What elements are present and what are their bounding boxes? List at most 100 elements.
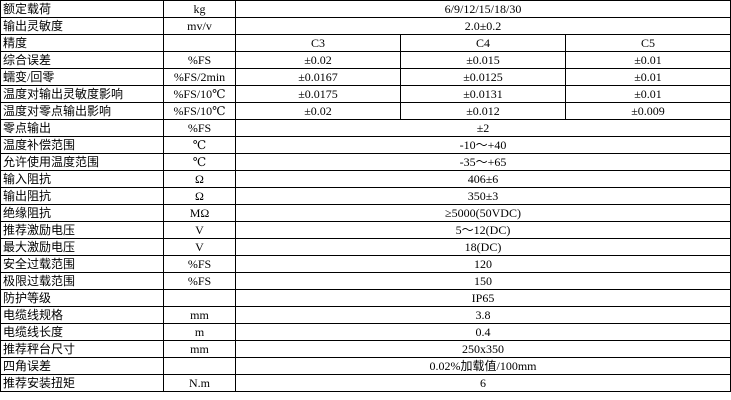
row-value: 0.02%加载值/100mm [235,357,731,375]
row-unit: %FS [163,272,236,290]
row-value: 18(DC) [235,238,731,256]
row-label: 防护等级 [0,289,164,307]
row-unit [163,357,236,375]
table-row: 允许使用温度范围 ℃ -35～+65 [0,153,731,171]
row-unit: %FS/10℃ [163,85,236,103]
row-value: 5～12(DC) [235,221,731,239]
row-label: 综合误差 [0,51,164,69]
row-unit [163,289,236,307]
table-row: 输出阻抗 Ω 350±3 [0,187,731,205]
table-row: 极限过载范围 %FS 150 [0,272,731,290]
table-row: 电缆线长度 m 0.4 [0,323,731,341]
row-value: 150 [235,272,731,290]
row-label: 输出阻抗 [0,187,164,205]
row-value: 6/9/12/15/18/30 [235,0,731,18]
row-label: 电缆线规格 [0,306,164,324]
row-unit: ℃ [163,153,236,171]
row-value-2: ±0.0131 [400,85,566,103]
row-unit [163,34,236,52]
row-value-1: ±0.02 [235,102,401,120]
row-unit: ℃ [163,136,236,154]
row-label: 电缆线长度 [0,323,164,341]
row-unit: kg [163,0,236,18]
row-unit: V [163,238,236,256]
row-label: 绝缘阻抗 [0,204,164,222]
table-row: 蠕变/回零 %FS/2min ±0.0167 ±0.0125 ±0.01 [0,68,731,86]
row-label: 输入阻抗 [0,170,164,188]
row-value-3: ±0.01 [565,85,731,103]
row-unit: mm [163,340,236,358]
row-value-2: ±0.0125 [400,68,566,86]
row-label: 额定载荷 [0,0,164,18]
row-label: 安全过载范围 [0,255,164,273]
table-row: 温度对输出灵敏度影响 %FS/10℃ ±0.0175 ±0.0131 ±0.01 [0,85,731,103]
table-row: 温度对零点输出影响 %FS/10℃ ±0.02 ±0.012 ±0.009 [0,102,731,120]
table-row: 额定载荷 kg 6/9/12/15/18/30 [0,0,731,18]
row-unit: m [163,323,236,341]
row-label: 推荐激励电压 [0,221,164,239]
row-label: 推荐秤台尺寸 [0,340,164,358]
row-label: 温度对输出灵敏度影响 [0,85,164,103]
table-row: 最大激励电压 V 18(DC) [0,238,731,256]
row-value-3: ±0.009 [565,102,731,120]
row-unit: N.m [163,374,236,392]
row-unit: V [163,221,236,239]
row-unit: MΩ [163,204,236,222]
row-value: ±2 [235,119,731,137]
table-row: 精度 C3 C4 C5 [0,34,731,52]
row-value-2: ±0.015 [400,51,566,69]
row-value-1: ±0.0175 [235,85,401,103]
table-row: 安全过载范围 %FS 120 [0,255,731,273]
table-row: 推荐激励电压 V 5～12(DC) [0,221,731,239]
table-row: 推荐秤台尺寸 mm 250x350 [0,340,731,358]
table-row: 零点输出 %FS ±2 [0,119,731,137]
table-row: 绝缘阻抗 MΩ ≥5000(50VDC) [0,204,731,222]
table-row: 综合误差 %FS ±0.02 ±0.015 ±0.01 [0,51,731,69]
row-value: ≥5000(50VDC) [235,204,731,222]
row-value-2: C4 [400,34,566,52]
row-label: 零点输出 [0,119,164,137]
row-label: 温度补偿范围 [0,136,164,154]
row-label: 极限过载范围 [0,272,164,290]
table-row: 输入阻抗 Ω 406±6 [0,170,731,188]
row-unit: mv/v [163,17,236,35]
table-row: 四角误差 0.02%加载值/100mm [0,357,731,375]
table-row: 电缆线规格 mm 3.8 [0,306,731,324]
row-unit: Ω [163,170,236,188]
table-row: 输出灵敏度 mv/v 2.0±0.2 [0,17,731,35]
row-label: 输出灵敏度 [0,17,164,35]
row-label: 推荐安装扭矩 [0,374,164,392]
row-unit: %FS [163,255,236,273]
row-value: -10～+40 [235,136,731,154]
row-value: IP65 [235,289,731,307]
row-value: 2.0±0.2 [235,17,731,35]
table-row: 防护等级 IP65 [0,289,731,307]
row-label: 精度 [0,34,164,52]
table-row: 推荐安装扭矩 N.m 6 [0,374,731,392]
row-value-1: ±0.02 [235,51,401,69]
row-value: 3.8 [235,306,731,324]
row-value-1: ±0.0167 [235,68,401,86]
row-label: 蠕变/回零 [0,68,164,86]
row-value: 0.4 [235,323,731,341]
row-unit: mm [163,306,236,324]
row-unit: %FS [163,51,236,69]
row-unit: %FS [163,119,236,137]
row-unit: Ω [163,187,236,205]
row-label: 允许使用温度范围 [0,153,164,171]
row-unit: %FS/10℃ [163,102,236,120]
row-value: -35～+65 [235,153,731,171]
row-value-2: ±0.012 [400,102,566,120]
row-label: 温度对零点输出影响 [0,102,164,120]
row-unit: %FS/2min [163,68,236,86]
row-value-3: C5 [565,34,731,52]
row-value: 406±6 [235,170,731,188]
row-label: 最大激励电压 [0,238,164,256]
row-label: 四角误差 [0,357,164,375]
table-row: 温度补偿范围 ℃ -10～+40 [0,136,731,154]
row-value-3: ±0.01 [565,68,731,86]
row-value: 250x350 [235,340,731,358]
